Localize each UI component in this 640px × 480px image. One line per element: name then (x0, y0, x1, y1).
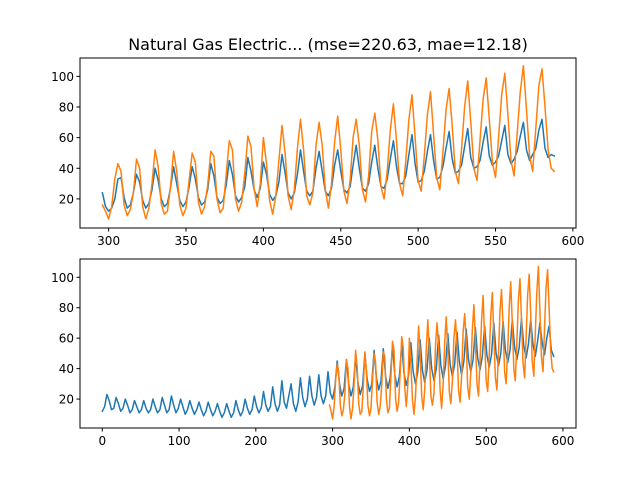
bottom-x-tick-label: 200 (244, 434, 267, 448)
bottom-x-tick-label: 500 (475, 434, 498, 448)
bottom-x-tick-label: 0 (98, 434, 106, 448)
bottom-y-tick-label: 40 (59, 362, 74, 376)
bottom-series-actual-line (101, 317, 555, 419)
bottom-x-tick-label: 100 (168, 434, 191, 448)
bottom-y-tick-label: 60 (59, 332, 74, 346)
bottom-x-tick-label: 600 (551, 434, 574, 448)
top-y-tick-label: 40 (59, 162, 74, 176)
bottom-axes: 0 100 200 300 400 500 600 20 40 60 80 100 (51, 258, 577, 448)
top-x-tick-label: 350 (175, 234, 198, 248)
bottom-x-tick-label: 400 (398, 434, 421, 448)
bottom-x-tick-label: 300 (321, 434, 344, 448)
bottom-y-tick-label: 80 (59, 301, 74, 315)
bottom-series-forecast-line (328, 265, 555, 420)
top-y-tick-label: 60 (59, 131, 74, 145)
top-y-tick-label: 20 (59, 192, 74, 206)
chart-title: Natural Gas Electric... (mse=220.63, mae… (128, 35, 528, 54)
top-x-tick-label: 600 (561, 234, 584, 248)
top-x-tick-label: 450 (329, 234, 352, 248)
top-x-tick-label: 550 (484, 234, 507, 248)
top-y-tick-label: 80 (59, 101, 74, 115)
bottom-y-tick-label: 20 (59, 393, 74, 407)
top-axes: 300 350 400 450 500 550 600 20 40 60 80 100 (51, 57, 584, 248)
top-y-tick-label: 100 (51, 70, 74, 84)
top-x-tick-label: 500 (407, 234, 430, 248)
top-series-forecast-line (101, 64, 556, 220)
top-x-tick-label: 300 (97, 234, 120, 248)
bottom-axes-frame (79, 258, 577, 429)
bottom-y-tick-label: 100 (51, 271, 74, 285)
top-axes-frame (79, 57, 577, 229)
top-x-tick-label: 400 (252, 234, 275, 248)
